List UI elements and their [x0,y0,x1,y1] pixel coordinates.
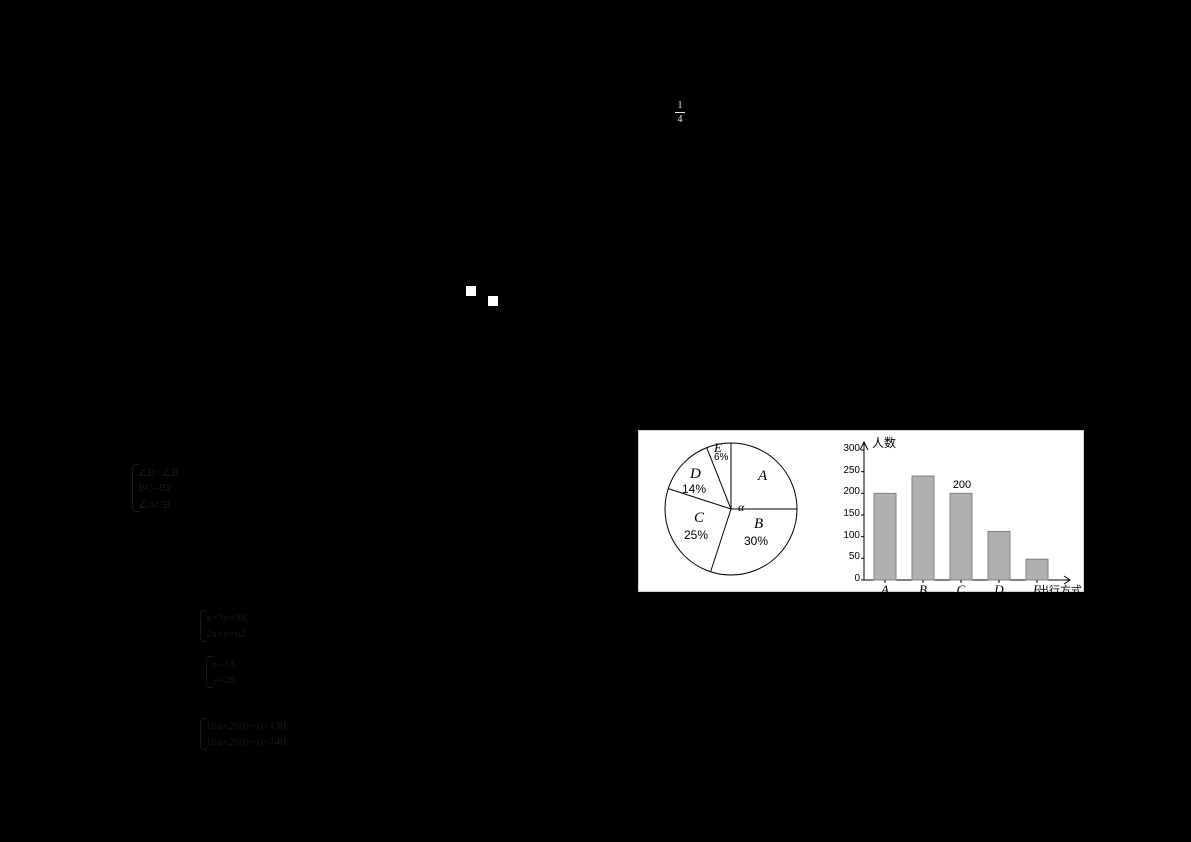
ghost-text-eq2: 2x+y=62 [206,628,246,640]
bar-category-label-C: C [950,582,972,598]
pie-slice-pct-E: 6% [714,452,728,463]
ghost-text-eq1: x+3y=98, [206,612,249,624]
pie-center-alpha: α [738,500,744,515]
ghost-text-ineq1: 18a+26(6−a)>130, [206,720,288,732]
bar-value-annotation: 200 [948,479,976,491]
bar-ytick-50: 50 [834,551,860,562]
ghost-text-acb: ∠ACB [138,498,170,511]
white-square-2 [488,296,498,306]
ghost-text-x18: x=18, [212,658,237,670]
bar-ytick-250: 250 [834,465,860,476]
pie-slice-label-A: A [758,468,767,485]
pie-slice-label-C: C [694,510,704,527]
bar-category-label-B: B [912,582,934,598]
pie-slice-pct-C: 25% [684,528,708,542]
ghost-text-ineq2: 18a+26(6−a)<140. [206,736,288,748]
bar-ytick-150: 150 [834,508,860,519]
fraction-1-4: 1 4 [675,100,685,125]
bar-category-label-D: D [988,582,1010,598]
bar-category-label-A: A [874,582,896,598]
bar-y-axis-title: 人数 [872,434,896,451]
bar-ytick-100: 100 [834,530,860,541]
bar-ytick-200: 200 [834,486,860,497]
pie-slice-pct-B: 30% [744,534,768,548]
pie-slice-label-D: D [690,466,701,483]
ghost-text-bc-bp: BC=BP [138,482,172,494]
pie-chart [0,0,1191,842]
fraction-den: 4 [678,114,683,125]
ghost-text-y26: y=26. [212,674,237,686]
chart-panel [638,430,1084,592]
fraction-num: 1 [678,100,683,111]
pie-slice-pct-D: 14% [682,482,706,496]
bar-ytick-300: 300 [834,443,860,454]
bar-category-label-E: E [1026,582,1048,598]
bar-chart [0,0,1191,842]
pie-slice-label-B: B [754,516,763,533]
bar-ytick-0: 0 [834,573,860,584]
white-square-1 [466,286,476,296]
ghost-text-angle-b: ∠B=∠B [138,466,179,479]
